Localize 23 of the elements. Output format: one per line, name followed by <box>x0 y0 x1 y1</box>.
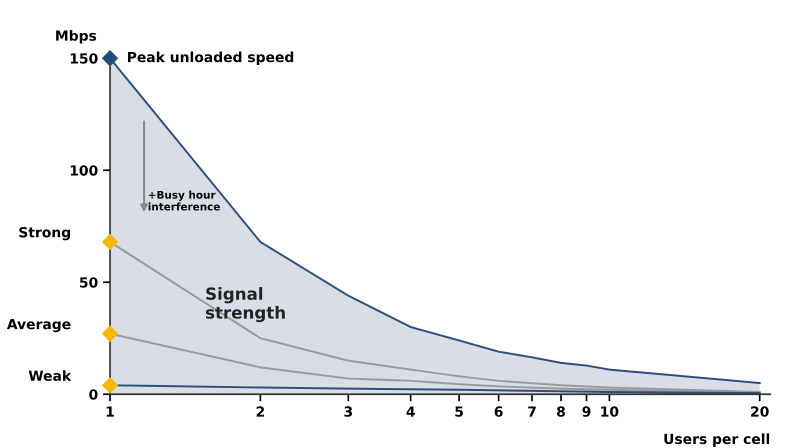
text: Weak <box>28 370 72 381</box>
y-tick-label: 100 <box>70 165 98 176</box>
text: Strong <box>19 227 70 240</box>
text: Average <box>6 319 70 332</box>
y-tick-label: 150 <box>70 53 98 64</box>
annotation: +Busy hour interference <box>148 190 220 210</box>
x-tick-label: 1 <box>106 406 114 417</box>
annotation: Peak unloaded speed <box>128 52 294 65</box>
annotation: Signal strength <box>206 287 285 322</box>
x-tick-label: 9 <box>582 406 590 417</box>
x-tick-label: 7 <box>528 406 536 417</box>
x-tick-label: 5 <box>455 406 463 417</box>
x-tick-label: 10 <box>601 406 618 417</box>
x-tick-label: 2 <box>256 406 264 417</box>
x-tick-label: 4 <box>406 406 415 417</box>
x-tick-label: 3 <box>344 406 352 417</box>
y-axis-title: Mbps <box>56 30 96 44</box>
x-axis-title: Users per cell <box>664 433 770 447</box>
x-tick-label: 8 <box>557 406 565 417</box>
y-tick-label: 0 <box>89 389 98 400</box>
x-tick-label: 20 <box>751 406 769 417</box>
y-tick-label: 50 <box>80 277 98 288</box>
x-tick-label: 6 <box>494 406 503 417</box>
